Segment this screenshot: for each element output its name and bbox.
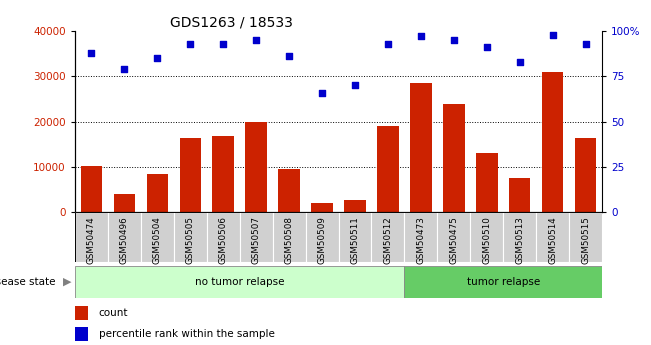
Point [581, 41, 591, 47]
Text: no tumor relapse: no tumor relapse [195, 277, 284, 287]
Text: ▶: ▶ [63, 277, 72, 287]
Text: GSM50496: GSM50496 [120, 216, 129, 264]
Point [383, 41, 393, 47]
Bar [509, 178, 531, 212]
Point [317, 90, 327, 95]
Text: GSM50474: GSM50474 [87, 216, 96, 264]
Bar [212, 136, 234, 212]
Bar [75, 327, 88, 341]
Bar [437, 212, 471, 262]
Text: GSM50475: GSM50475 [449, 216, 458, 264]
Bar [339, 212, 372, 262]
Text: GSM50512: GSM50512 [383, 216, 393, 264]
Bar [377, 126, 398, 212]
Bar [476, 153, 497, 212]
Point [185, 41, 195, 47]
Bar [443, 104, 465, 212]
Bar [75, 266, 404, 298]
Bar [207, 212, 240, 262]
Bar [372, 212, 404, 262]
Bar [279, 169, 300, 212]
Bar [174, 212, 207, 262]
Bar [180, 138, 201, 212]
Bar [146, 174, 168, 212]
Bar [305, 212, 339, 262]
Bar [75, 306, 88, 320]
Bar [113, 194, 135, 212]
Bar [245, 122, 267, 212]
Text: GSM50508: GSM50508 [284, 216, 294, 264]
Bar [141, 212, 174, 262]
Bar [536, 212, 569, 262]
Bar [273, 212, 305, 262]
Text: GSM50515: GSM50515 [581, 216, 590, 264]
Point [482, 45, 492, 50]
Text: GSM50507: GSM50507 [252, 216, 260, 264]
Bar [240, 212, 273, 262]
Bar [344, 200, 366, 212]
Text: GSM50513: GSM50513 [516, 216, 524, 264]
Point [416, 34, 426, 39]
Point [152, 56, 163, 61]
Point [284, 54, 294, 59]
Bar [410, 83, 432, 212]
Point [449, 37, 459, 43]
Point [86, 50, 96, 56]
Bar [75, 212, 108, 262]
Point [350, 82, 360, 88]
Text: GSM50506: GSM50506 [219, 216, 228, 264]
Text: disease state: disease state [0, 277, 55, 287]
Bar [108, 212, 141, 262]
Point [251, 37, 261, 43]
Text: tumor relapse: tumor relapse [467, 277, 540, 287]
Bar [503, 212, 536, 262]
Text: percentile rank within the sample: percentile rank within the sample [98, 329, 275, 339]
Bar [575, 138, 596, 212]
Text: GSM50473: GSM50473 [417, 216, 425, 264]
Text: GSM50504: GSM50504 [153, 216, 161, 264]
Bar [404, 266, 602, 298]
Point [547, 32, 558, 38]
Bar [542, 72, 564, 212]
Point [119, 66, 130, 72]
Text: GSM50509: GSM50509 [318, 216, 327, 264]
Text: GSM50511: GSM50511 [350, 216, 359, 264]
Point [514, 59, 525, 65]
Text: GSM50510: GSM50510 [482, 216, 492, 264]
Bar [470, 212, 503, 262]
Text: GSM50514: GSM50514 [548, 216, 557, 264]
Point [218, 41, 229, 47]
Bar [311, 203, 333, 212]
Bar [404, 212, 437, 262]
Text: count: count [98, 308, 128, 318]
Text: GDS1263 / 18533: GDS1263 / 18533 [170, 16, 293, 30]
Bar [569, 212, 602, 262]
Text: GSM50505: GSM50505 [186, 216, 195, 264]
Bar [81, 166, 102, 212]
